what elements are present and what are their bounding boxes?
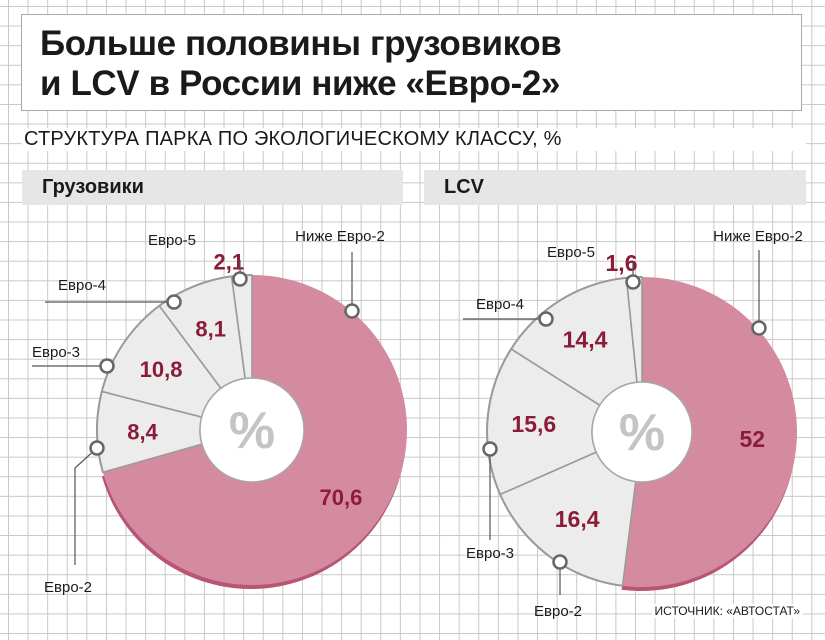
category-label-euro-2: Евро-2 [44, 579, 92, 596]
leader-marker-euro-5 [232, 271, 248, 287]
value-label-euro-3: 10,8 [140, 357, 183, 382]
value-label-euro-4: 14,4 [563, 327, 608, 353]
page-title: Больше половины грузовиков и LCV в Росси… [40, 24, 562, 103]
value-label-euro-2: 8,4 [127, 419, 158, 444]
donut-hole [591, 381, 693, 483]
title-box [21, 14, 802, 111]
center-percent-icon: % [229, 402, 275, 460]
category-label-euro-5: Евро-5 [547, 244, 595, 261]
donut-chart-lcv: % 52 16,4 15,6 14,4 1,6 Ниже Евро-2 Евро-2 Евро-… [463, 228, 803, 620]
leader-marker-euro-4 [538, 311, 554, 327]
center-percent-icon: % [619, 404, 665, 462]
leader-marker-euro-5 [625, 274, 641, 290]
leader-marker-below-euro-2 [344, 303, 360, 319]
value-label-euro-3: 15,6 [511, 411, 556, 437]
panel-header-lcv: LCV [424, 170, 806, 205]
leader-marker-euro-2 [89, 440, 105, 456]
category-label-euro-4: Евро-4 [476, 296, 524, 313]
donut-chart-trucks: % 70,6 8,4 10,8 8,1 2,1 Ниже Евро-2 Евро-2 Евро-… [32, 228, 408, 596]
category-label-below-euro-2: Ниже Евро-2 [295, 228, 385, 245]
value-label-euro-4: 8,1 [195, 317, 226, 342]
outer-border [96, 274, 253, 473]
slice-below-euro-2 [622, 277, 798, 587]
source-note: ИСТОЧНИК: «АВТОСТАТ» [651, 604, 803, 618]
leader-marker-below-euro-2 [751, 320, 767, 336]
chart-subtitle: СТРУКТУРА ПАРКА ПО ЭКОЛОГИЧЕСКОМУ КЛАССУ… [22, 128, 806, 151]
panel-header-trucks: Грузовики [22, 170, 403, 205]
leader-marker-euro-3 [482, 441, 498, 457]
leader-marker-euro-2 [552, 554, 568, 570]
category-label-euro-3: Евро-3 [466, 545, 514, 562]
leader-marker-euro-4 [166, 294, 182, 310]
value-label-below-euro-2: 70,6 [320, 485, 363, 510]
category-label-euro-5: Евро-5 [148, 232, 196, 249]
value-label-euro-5: 1,6 [606, 250, 638, 276]
value-label-euro-5: 2,1 [214, 249, 245, 274]
donut-hole [199, 377, 305, 483]
leader-marker-euro-3 [99, 358, 115, 374]
leader-line-euro-2 [74, 447, 98, 565]
category-label-euro-2: Евро-2 [534, 603, 582, 620]
category-label-euro-3: Евро-3 [32, 344, 80, 361]
value-label-below-euro-2: 52 [739, 426, 765, 452]
value-label-euro-2: 16,4 [555, 506, 600, 532]
slice-below-euro-2 [102, 275, 408, 585]
category-label-below-euro-2: Ниже Евро-2 [713, 228, 803, 245]
category-label-euro-4: Евро-4 [58, 277, 106, 294]
